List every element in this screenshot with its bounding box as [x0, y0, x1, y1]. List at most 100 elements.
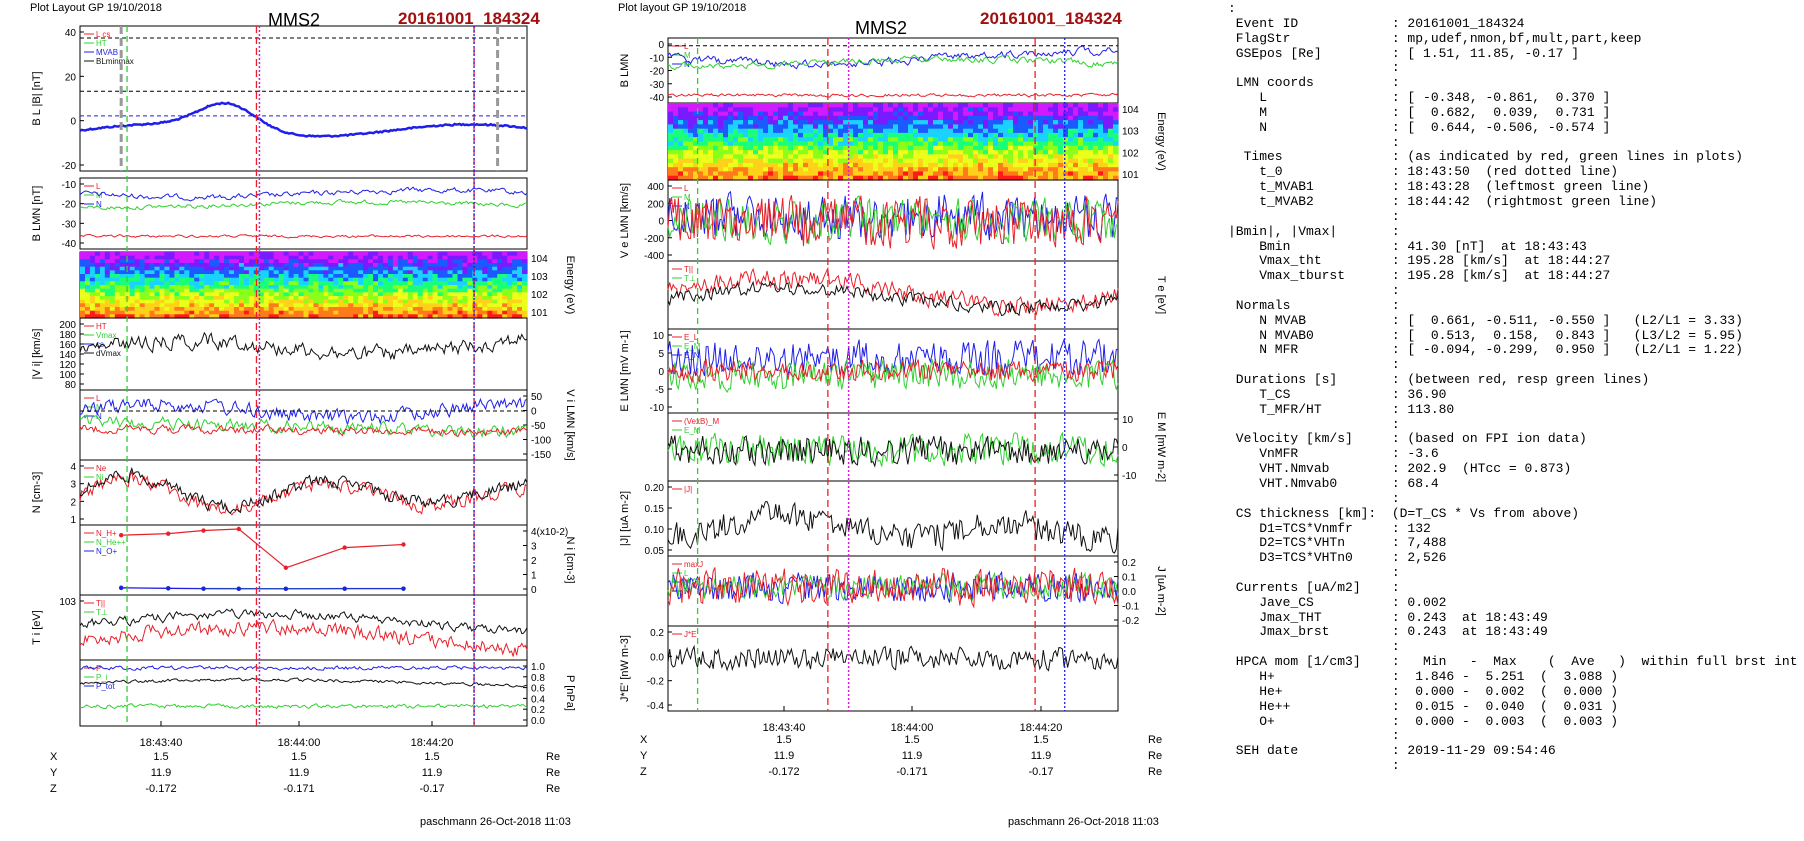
spectrogram-cell [109, 263, 116, 268]
spectrogram-cell [308, 255, 315, 260]
spectrogram-cell [134, 266, 141, 271]
spectrogram-cell [417, 314, 424, 319]
spectrogram-cell [164, 285, 170, 290]
y-axis-label: T e [eV] [1155, 276, 1167, 314]
spectrogram-cell [1063, 162, 1069, 168]
spectrogram-cell [258, 270, 265, 275]
spectrogram-cell [733, 171, 739, 177]
spectrogram-cell [338, 288, 344, 293]
spectrogram-cell [85, 314, 91, 319]
signature-left: paschmann 26-Oct-2018 11:03 [420, 816, 571, 828]
spectrogram-cell [773, 111, 779, 117]
spectrogram-cell [522, 252, 528, 257]
spectrogram-cell [368, 259, 374, 264]
spectrogram-cell [129, 252, 136, 257]
spectrogram-cell [189, 266, 195, 271]
spectrogram-cell [943, 158, 949, 164]
legend-entry: |J| [684, 485, 692, 494]
spectrogram-cell [159, 259, 166, 264]
spectrogram-cell [1043, 150, 1049, 155]
spectrogram-cell [788, 158, 794, 164]
spectrogram-cell [798, 111, 804, 117]
spectrogram-cell [149, 307, 156, 312]
spectrogram-cell [442, 255, 449, 260]
spectrogram-cell [338, 274, 344, 279]
spectrogram-cell [268, 310, 275, 315]
spectrogram-cell [303, 299, 310, 304]
spectrogram-cell [487, 314, 493, 319]
spectrogram-cell [783, 167, 789, 173]
spectrogram-cell [467, 296, 473, 301]
summary-line: Jmax_brst : 0.243 at 18:43:49 [1259, 624, 1548, 640]
spectrogram-cell [268, 303, 275, 308]
spectrogram-cell [1043, 115, 1049, 121]
y-tick-label: 0 [1122, 443, 1128, 454]
spectrogram-cell [1028, 141, 1034, 147]
spectrogram-cell [828, 137, 834, 143]
y-tick-label: 2 [70, 497, 76, 508]
coord-label: Z [640, 766, 647, 778]
spectrogram-cell [209, 263, 215, 268]
spectrogram-cell [313, 296, 319, 301]
spectrogram-cell [333, 314, 339, 319]
spectrogram-cell [417, 255, 424, 260]
spectrogram-cell [487, 270, 493, 275]
spectrogram-cell [1028, 154, 1034, 160]
spectrogram-cell [1108, 115, 1114, 121]
spectrogram-cell [818, 137, 824, 143]
spectrogram-cell [452, 314, 459, 319]
spectrogram-cell [1003, 167, 1009, 173]
spectrogram-cell [492, 303, 498, 308]
legend-entry: N [684, 60, 690, 69]
spectrogram-cell [273, 263, 280, 268]
spectrogram-cell [129, 277, 136, 282]
spectrogram-cell [1093, 107, 1099, 113]
spectrogram-cell [958, 141, 964, 147]
spectrogram-cell [773, 115, 779, 121]
spectrogram-cell [1083, 124, 1089, 130]
spectrogram-cell [412, 281, 419, 286]
spectrogram-cell [958, 128, 964, 134]
spectrogram-cell [387, 314, 394, 319]
spectrogram-cell [293, 292, 300, 297]
spectrogram-cell [908, 137, 914, 143]
spectrogram-cell [268, 307, 275, 312]
series-VexB [667, 435, 1119, 468]
spectrogram-cell [1048, 175, 1054, 181]
y-tick-label: -0.4 [647, 701, 665, 712]
spectrogram-cell [378, 299, 384, 304]
spectrogram-cell [333, 299, 339, 304]
spectrogram-cell [958, 137, 964, 143]
spectrogram-cell [798, 141, 804, 147]
spectrogram-cell [1093, 141, 1099, 147]
spectrogram-cell [938, 124, 944, 130]
spectrogram-cell [224, 263, 230, 268]
spectrogram-cell [204, 296, 210, 301]
y-tick-label: 103 [59, 597, 76, 608]
spectrogram-cell [169, 292, 175, 297]
y-tick-label: 103 [1122, 127, 1139, 138]
spectrogram-cell [224, 285, 230, 290]
spectrogram-cell [958, 124, 964, 130]
spectrogram-cell [743, 124, 749, 130]
spectrogram-cell [1058, 145, 1064, 151]
spectrogram-cell [154, 259, 161, 264]
summary-line: He++ : 0.015 - 0.040 ( 0.031 ) [1259, 698, 1619, 714]
spectrogram-cell [238, 277, 245, 282]
spectrogram-cell [363, 274, 369, 279]
spectrogram-cell [89, 259, 96, 264]
spectrogram-cell [793, 171, 799, 177]
spectrogram-cell [1003, 103, 1009, 108]
spectrogram-cell [828, 107, 834, 113]
spectrogram-cell [718, 103, 724, 108]
spectrogram-cell [998, 171, 1004, 177]
spectrogram-cell [1063, 150, 1069, 155]
spectrogram-cell [1018, 150, 1024, 155]
spectrogram-cell [457, 288, 464, 293]
series-Tperp [667, 280, 1119, 317]
spectrogram-cell [298, 263, 305, 268]
spectrogram-cell [412, 274, 419, 279]
spectrogram-cell [144, 255, 151, 260]
spectrogram-cell [803, 158, 809, 164]
spectrogram-cell [758, 167, 764, 173]
